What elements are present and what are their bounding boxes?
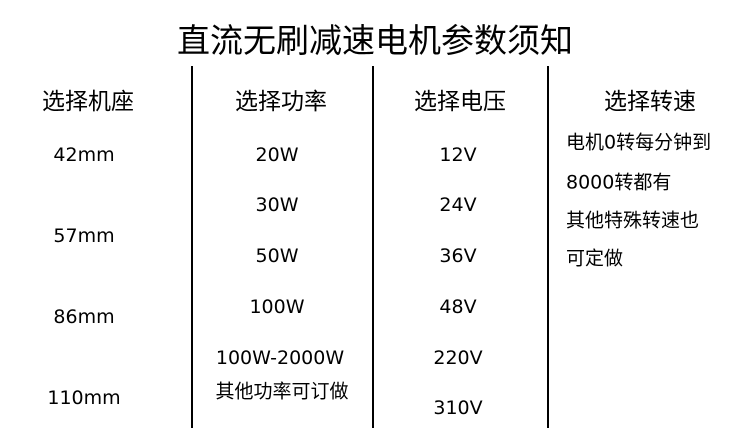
list-item: 110mm — [47, 387, 121, 409]
list-item: 12V — [439, 144, 477, 166]
list-item: 310V — [433, 397, 483, 419]
speed-text-line: 可定做 — [566, 247, 624, 270]
column-header: 选择功率 — [235, 89, 327, 115]
column-divider — [547, 66, 549, 428]
column-header: 选择转速 — [604, 89, 696, 115]
column-divider — [372, 66, 374, 428]
list-item: 86mm — [53, 306, 115, 328]
list-item: 20W — [255, 144, 299, 166]
list-item: 220V — [433, 347, 483, 369]
list-item: 42mm — [53, 144, 115, 166]
list-item: 57mm — [53, 225, 115, 247]
column-header: 选择电压 — [414, 89, 506, 115]
list-item: 100W-2000W — [215, 347, 345, 369]
speed-text-line: 其他特殊转速也 — [566, 209, 700, 232]
list-item: 其他功率可订做 — [215, 380, 349, 403]
list-item: 24V — [439, 194, 477, 216]
list-item: 36V — [439, 245, 477, 267]
list-item: 30W — [255, 194, 299, 216]
page-title: 直流无刷减速电机参数须知 — [177, 21, 573, 60]
list-item: 48V — [439, 296, 477, 318]
speed-text-line: 电机0转每分钟到 — [566, 131, 712, 154]
column-divider — [191, 66, 193, 428]
list-item: 100W — [249, 296, 305, 318]
speed-text-line: 8000转都有 — [566, 171, 672, 194]
list-item: 50W — [255, 245, 299, 267]
column-header: 选择机座 — [42, 89, 134, 115]
